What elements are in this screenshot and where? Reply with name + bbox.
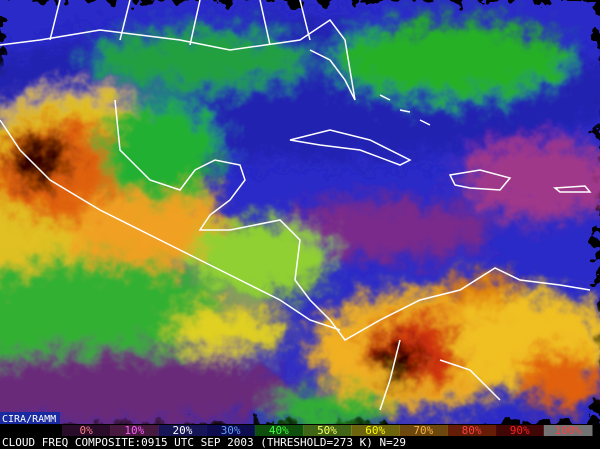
- legend-swatch: [158, 425, 208, 436]
- credit-box: [0, 412, 60, 424]
- legend-swatch: [351, 425, 400, 436]
- legend-swatch: [495, 425, 545, 436]
- legend-label: 60%: [365, 424, 385, 437]
- legend-label: 100%: [555, 424, 582, 437]
- caption: CLOUD FREQ COMPOSITE:0915 UTC SEP 2003 (…: [2, 436, 406, 449]
- legend-label: 40%: [269, 424, 289, 437]
- legend-swatch: [543, 425, 593, 436]
- legend-label: 0%: [79, 424, 93, 437]
- legend-swatch: [110, 425, 159, 436]
- cloud-field: [0, 0, 600, 430]
- legend-label: 70%: [413, 424, 433, 437]
- legend-label: 20%: [173, 424, 193, 437]
- legend-swatch: [206, 425, 256, 436]
- legend-swatch: [62, 425, 111, 436]
- caption-background: [0, 437, 600, 449]
- credit: CIRA/RAMM: [2, 414, 56, 425]
- legend-label: 10%: [124, 424, 144, 437]
- legend-label: 90%: [510, 424, 530, 437]
- legend-label: 50%: [317, 424, 337, 437]
- legend-swatch: [254, 425, 304, 436]
- legend-swatch: [302, 425, 352, 436]
- legend: 0% 10% 20% 30% 40% 50% 60% 70% 80% 90% 100%: [62, 424, 593, 437]
- legend-swatch: [399, 425, 448, 436]
- legend-swatch: [447, 425, 497, 436]
- legend-label: 30%: [221, 424, 241, 437]
- legend-label: 80%: [462, 424, 482, 437]
- coastlines: [0, 0, 592, 411]
- legend-background: [0, 424, 600, 437]
